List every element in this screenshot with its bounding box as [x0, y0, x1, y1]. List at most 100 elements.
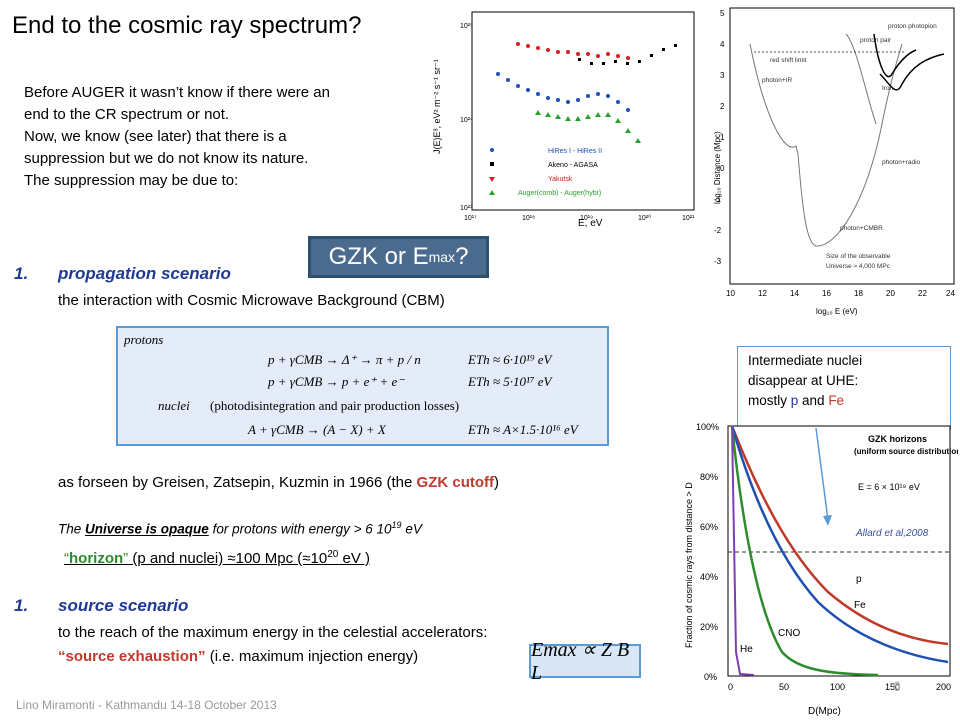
- label-observable-value: Universe ≈ 4,000 MPc: [826, 263, 891, 270]
- curve-fe: [730, 425, 949, 664]
- label-photon-ir: photon+IR: [762, 77, 792, 84]
- legend-yakutsk: Yakutsk: [548, 176, 573, 183]
- label-proton-photopion: proton photopion: [888, 23, 937, 30]
- distance-ytick: 3: [720, 71, 725, 80]
- intro-paragraph: Before AUGER it wasn’t know if there wer…: [24, 82, 422, 192]
- opaque-underlined: Universe is opaque: [85, 521, 209, 537]
- emax-formula-box: Emax ∝ Z B L: [529, 639, 641, 684]
- spectrum-xtick: 10¹⁷: [464, 215, 477, 222]
- horizon-exp: 20: [327, 549, 339, 560]
- gzk-sub: max: [428, 249, 456, 265]
- spectrum-xlabel: E, eV: [578, 218, 603, 229]
- horizon-xtick: 100: [830, 682, 845, 692]
- distance-xtick: 16: [822, 289, 831, 298]
- formula-reaction-3: A + γCMB → (A − X) + X: [248, 422, 386, 437]
- horizon-title2: (uniform source distribution): [854, 447, 958, 456]
- horizon-frame: [727, 425, 951, 677]
- distance-xtick: 18: [854, 289, 863, 298]
- formula-reaction-1: p + γCMB → Δ⁺ → π + p / n: [268, 352, 421, 367]
- gzk-cutoff-label: GZK cutoff: [416, 474, 495, 491]
- callout-arrowhead: [823, 515, 832, 526]
- source-exhaustion-line: “source exhaustion” (i.e. maximum inject…: [58, 646, 418, 668]
- distance-ytick: 4: [720, 40, 725, 49]
- horizon-ytick: 100%: [696, 422, 719, 432]
- spectrum-points: [496, 42, 677, 143]
- distance-ytick: -1: [714, 195, 722, 204]
- horizon-xtick: 150: [885, 682, 900, 692]
- spectrum-ytick: 10²⁴: [460, 117, 473, 124]
- series-label-cno: CNO: [778, 628, 800, 639]
- intro-line: end to the CR spectrum or not.: [24, 106, 230, 123]
- distance-ytick: -3: [714, 257, 722, 266]
- intro-line: Before AUGER it wasn’t know if there wer…: [24, 84, 330, 101]
- distance-ytick: -2: [714, 226, 722, 235]
- intro-line: suppression but we do not know its natur…: [24, 150, 309, 167]
- callout-p: p: [790, 393, 799, 408]
- horizon-xtick: 50: [779, 682, 789, 692]
- horizon-ytick: 20%: [700, 622, 718, 632]
- formula-energy-1: ETh ≈ 6·10¹⁹ eV: [468, 352, 552, 367]
- source-exhaustion-rest: (i.e. maximum injection energy): [205, 648, 419, 665]
- callout-arrow: [815, 428, 832, 526]
- spectrum-xtick: 10¹⁹: [580, 215, 593, 222]
- horizon-end: eV ): [338, 550, 371, 567]
- iron-curve: [845, 33, 877, 125]
- distance-xtick: 22: [918, 289, 927, 298]
- source-title: source scenario: [58, 596, 189, 615]
- label-observable-size: Size of the observable: [826, 253, 891, 260]
- horizon-series-labels: p Fe CNO He: [740, 574, 866, 655]
- distance-yticks: 5 4 3 2 1 0 -1 -2 -3: [714, 9, 725, 266]
- distance-xtick: 24: [946, 289, 955, 298]
- slide-title: End to the cosmic ray spectrum?: [12, 12, 362, 39]
- label-iron: Iron: [882, 85, 894, 92]
- forseen-text: as forseen by Greisen, Zatsepin, Kuzmin …: [58, 474, 417, 491]
- intro-line: The suppression may be due to:: [24, 172, 239, 189]
- label-photon-cmbr: photon+CMBR: [840, 225, 883, 232]
- callout-mostly: mostly: [748, 393, 791, 408]
- forseen-end: ): [494, 474, 500, 491]
- spectrum-legend: HiRes I - HiRes II Akeno - AGASA Yakutsk…: [489, 148, 602, 197]
- distance-xtick: 20: [886, 289, 895, 298]
- agasa-markers: [578, 44, 677, 65]
- callout-line3: mostly p and Fe: [748, 391, 940, 411]
- spectrum-chart: J(E)E³, eV² m⁻² s⁻¹ sr⁻¹ E, eV 10²⁵ 10²⁴…: [432, 11, 695, 229]
- opaque-pre: The: [58, 521, 86, 537]
- legend-agasa: Akeno - AGASA: [548, 162, 598, 169]
- distance-ytick: 5: [720, 9, 725, 18]
- intro-line: Now, we know (see later) that there is a: [24, 128, 287, 145]
- formula-protons: protons: [124, 332, 164, 347]
- source-number: 1.: [14, 596, 29, 615]
- series-label-p: p: [856, 574, 862, 585]
- opaque-exp: 19: [391, 520, 402, 530]
- horizon-mid: (p and nuclei) ≈100 Mpc (≈10: [128, 550, 328, 567]
- formula-nuclei: nuclei: [158, 398, 190, 413]
- horizon-title1: GZK horizons: [868, 434, 927, 444]
- horizon-xtick: 0: [728, 682, 733, 692]
- proton-photopion-curve: [879, 53, 945, 91]
- curve-p: [730, 425, 949, 646]
- legend-hires: HiRes I - HiRes II: [548, 148, 602, 155]
- horizon-quote-close: ”: [123, 550, 129, 567]
- horizon-quote-open: “: [64, 550, 69, 567]
- hires-markers: [496, 72, 630, 112]
- callout-arrow-line: [815, 428, 829, 521]
- series-label-he: He: [740, 644, 753, 655]
- horizon-word: horizon: [69, 550, 124, 567]
- distance-labels: proton pair proton photopion red shift l…: [762, 23, 937, 270]
- source-line1: to the reach of the maximum energy in th…: [58, 624, 488, 641]
- callout-fe: Fe: [828, 393, 845, 408]
- formula-nuclei-text: (photodisintegration and pair production…: [210, 398, 460, 413]
- distance-ytick: 1: [720, 133, 725, 142]
- spectrum-frame: [471, 11, 695, 211]
- horizon-ylabel: Fraction of cosmic rays from distance > …: [684, 482, 694, 648]
- formula-reaction-2: p + γCMB → p + e⁺ + e⁻: [268, 374, 405, 389]
- horizon-yticks: 100% 80% 60% 40% 20% 0%: [696, 422, 719, 682]
- formula-box: protons p + γCMB → Δ⁺ → π + p / n ETh ≈ …: [116, 326, 609, 446]
- source-exhaustion: “source exhaustion”: [58, 648, 206, 665]
- opaque-line: The Universe is opaque for protons with …: [58, 520, 422, 537]
- distance-frame: [729, 7, 955, 285]
- spectrum-xtick: 10²¹: [682, 215, 695, 222]
- spectrum-ytick: 10²⁵: [460, 23, 473, 30]
- horizon-ytick: 60%: [700, 522, 718, 532]
